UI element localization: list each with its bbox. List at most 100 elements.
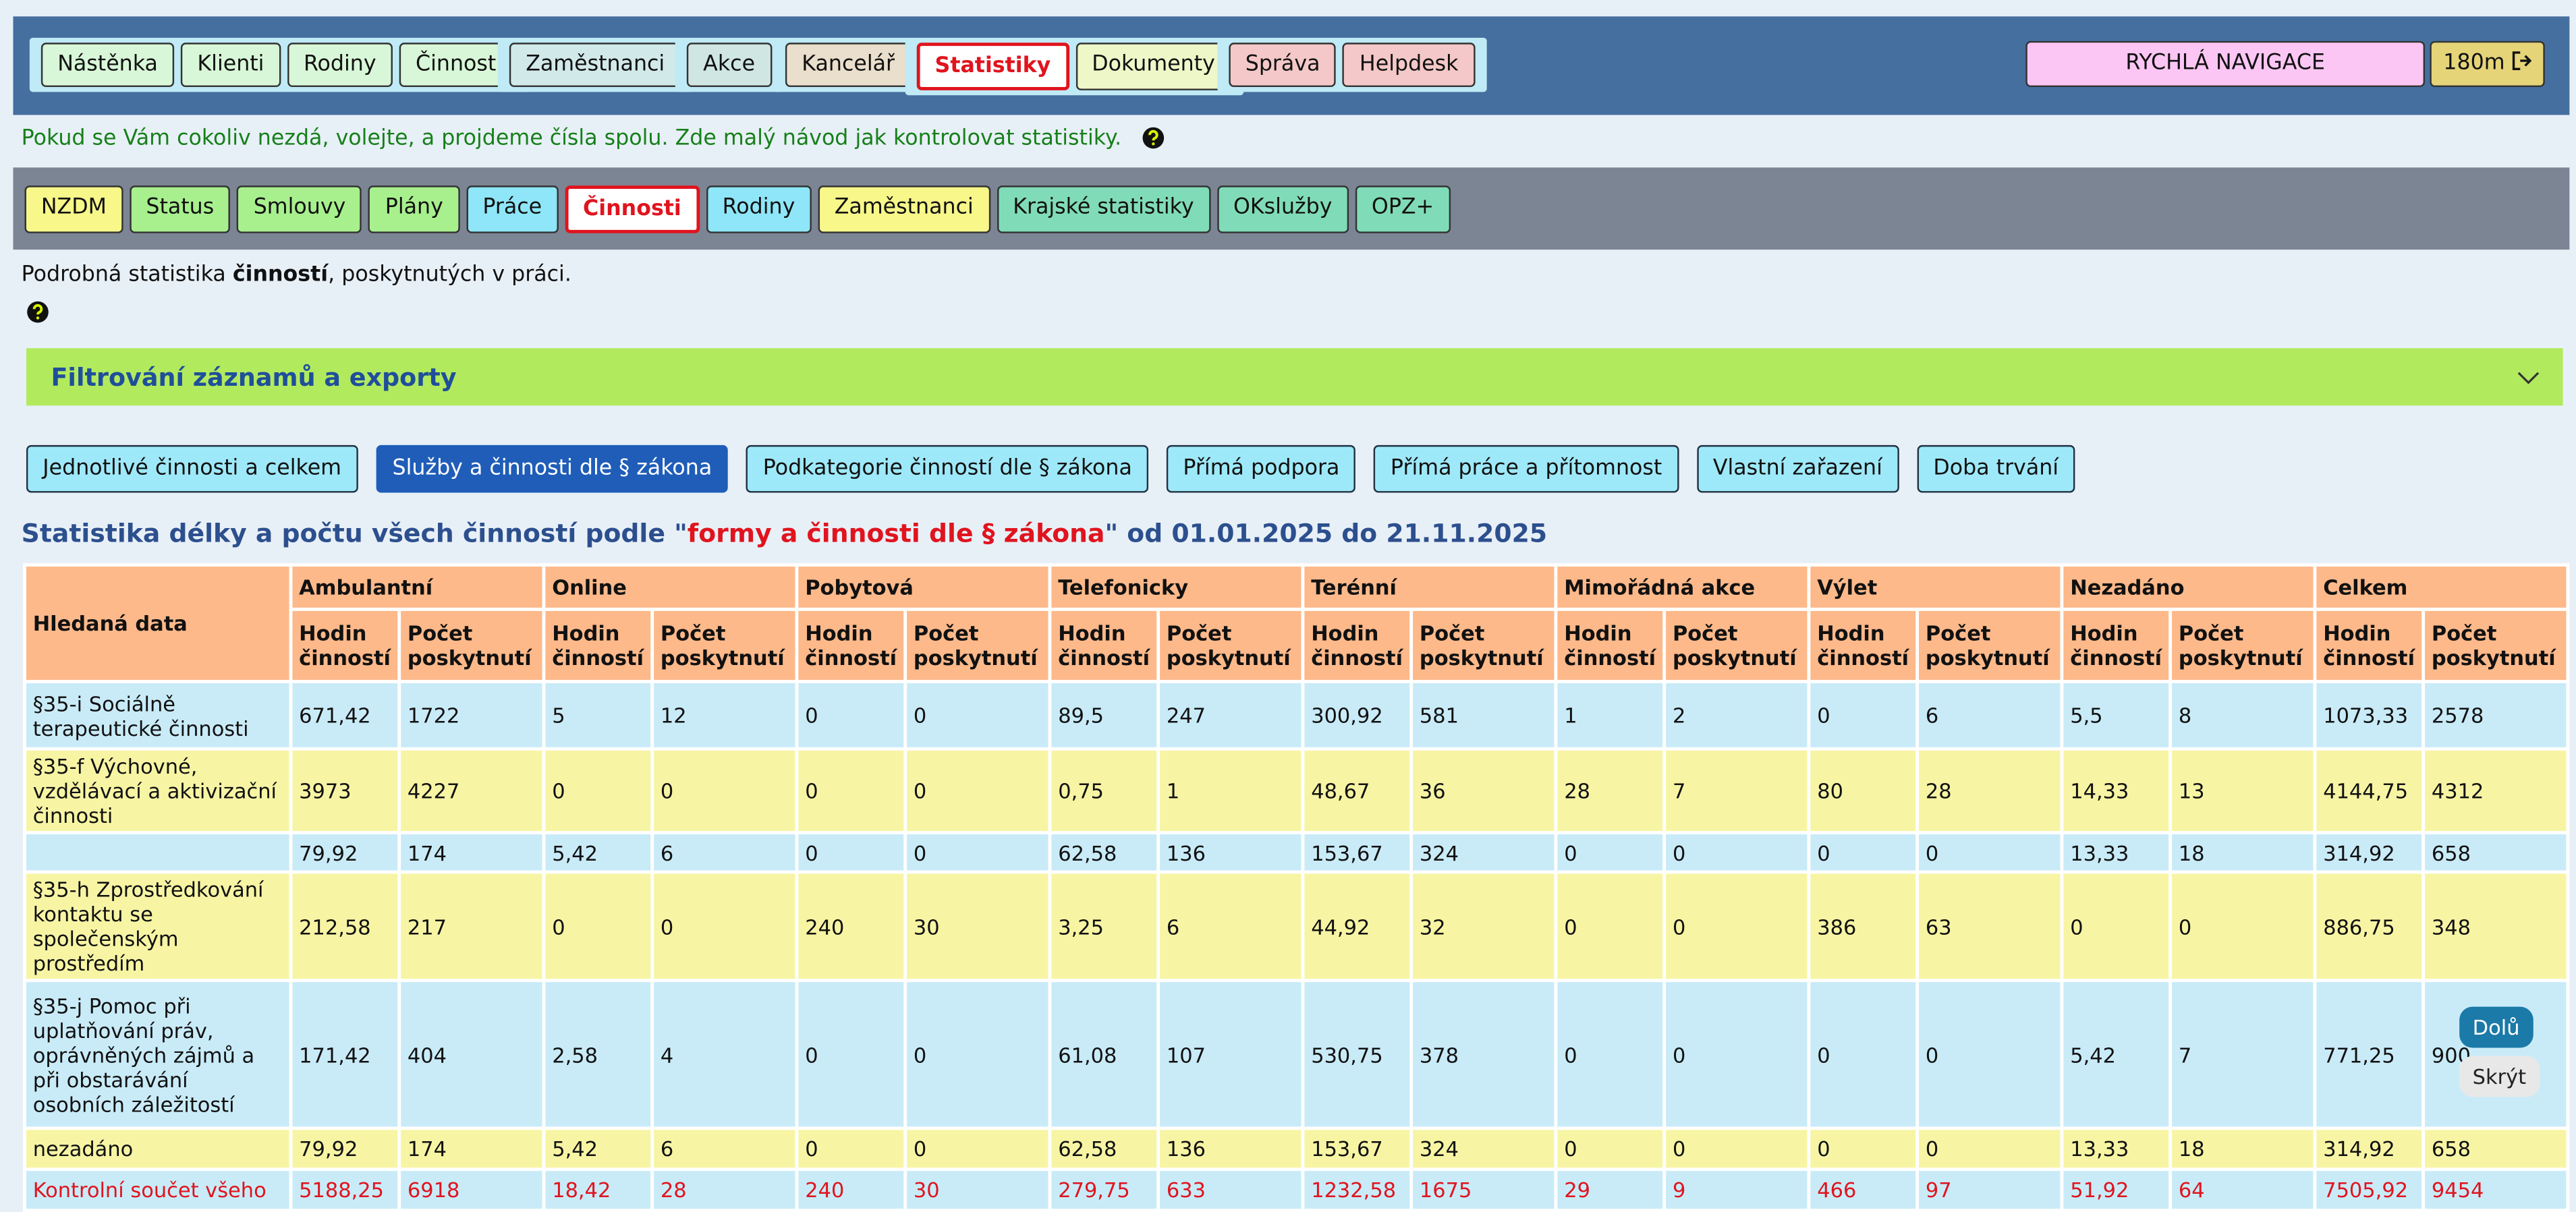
cell: 5,42 (544, 1128, 652, 1170)
row-label: §35-j Pomoc při uplatňování práv, oprávn… (25, 981, 291, 1128)
cell: 5,42 (544, 833, 652, 872)
subheader: Počet poskytnutí (652, 609, 797, 681)
subheader: Počet poskytnutí (1917, 609, 2062, 681)
cell: 79,92 (291, 833, 399, 872)
cell: 0 (1556, 833, 1664, 872)
heading-highlight: formy a činnosti dle § zákona (688, 519, 1105, 548)
cell: 6918 (399, 1170, 544, 1211)
quick-nav-button[interactable]: RYCHLÁ NAVIGACE (2025, 41, 2425, 87)
cell: 9454 (2424, 1170, 2568, 1211)
hide-button[interactable]: Skrýt (2459, 1056, 2539, 1097)
cell: 0 (652, 872, 797, 981)
tab[interactable]: Vlastní zařazení (1696, 445, 1899, 493)
subheader: Počet poskytnutí (399, 609, 544, 681)
cell: 314,92 (2315, 833, 2424, 872)
row-label: Kontrolní součet všeho (25, 1170, 291, 1211)
cell: 4 (652, 981, 797, 1128)
cell: 30 (905, 872, 1050, 981)
cell: 7 (1664, 749, 1809, 832)
cell: 0 (905, 981, 1050, 1128)
sub-nav-button[interactable]: Krajské statistiky (997, 185, 1210, 233)
nav-button[interactable]: Správa (1229, 42, 1336, 87)
cell: 0 (544, 749, 652, 832)
row-label: §35-f Výchovné, vzdělávací a aktivizační… (25, 749, 291, 832)
cell: 0 (544, 872, 652, 981)
logout-timer[interactable]: 180m (2430, 41, 2544, 87)
sub-nav-button[interactable]: Rodiny (706, 185, 811, 233)
nav-button[interactable]: Kancelář (785, 42, 911, 87)
sub-nav: NZDMStatusSmlouvyPlányPráceČinnostiRodin… (13, 167, 2569, 250)
data-row: §35-i Sociálně terapeutické činnosti671,… (25, 682, 2569, 749)
cell: 8 (2171, 682, 2315, 749)
subheader: Hodin činností (1809, 609, 1917, 681)
cell: 771,25 (2315, 981, 2424, 1128)
cell: 0 (1664, 872, 1809, 981)
row-label: nezadáno (25, 1128, 291, 1170)
sub-nav-button[interactable]: Plány (368, 185, 459, 233)
cell: 63 (1917, 872, 2062, 981)
cell: 9 (1664, 1170, 1809, 1211)
nav-button[interactable]: Helpdesk (1343, 42, 1475, 87)
cell: 6 (1917, 682, 2062, 749)
cell: 581 (1411, 682, 1556, 749)
cell: 0 (2062, 872, 2171, 981)
nav-group: Zaměstnanci (498, 38, 693, 92)
cell: 279,75 (1050, 1170, 1158, 1211)
cell: 2578 (2424, 682, 2568, 749)
heading-text: " od 01.01.2025 do 21.11.2025 (1104, 519, 1547, 548)
nav-button[interactable]: Statistiky (917, 42, 1069, 90)
cell: 530,75 (1303, 981, 1411, 1128)
cell: 0 (1917, 833, 2062, 872)
subheader: Počet poskytnutí (905, 609, 1050, 681)
cell: 4227 (399, 749, 544, 832)
cell: 240 (797, 872, 905, 981)
sub-nav-button[interactable]: OKslužby (1217, 185, 1349, 233)
nav-button[interactable]: Zaměstnanci (509, 42, 681, 87)
cell: 89,5 (1050, 682, 1158, 749)
cell: 633 (1158, 1170, 1303, 1211)
cell: 3973 (291, 749, 399, 832)
sub-nav-button[interactable]: Zaměstnanci (818, 185, 990, 233)
nav-button[interactable]: Klienti (181, 42, 281, 87)
tab[interactable]: Jednotlivé činnosti a celkem (26, 445, 358, 493)
tab[interactable]: Doba trvání (1917, 445, 2075, 493)
filter-panel[interactable]: Filtrování záznamů a exporty (26, 348, 2563, 405)
nav-button[interactable]: Rodiny (287, 42, 393, 87)
subheader: Hodin činností (1050, 609, 1158, 681)
cell: 13,33 (2062, 1128, 2171, 1170)
filter-title: Filtrování záznamů a exporty (51, 363, 456, 393)
nav-button[interactable]: Nástěnka (41, 42, 174, 87)
tab[interactable]: Podkategorie činností dle § zákona (746, 445, 1148, 493)
sub-nav-button[interactable]: Práce (466, 185, 559, 233)
help-icon[interactable] (1142, 126, 1165, 149)
group-header: Výlet (1809, 565, 2062, 610)
sub-nav-button[interactable]: NZDM (25, 185, 123, 233)
tab[interactable]: Přímá práce a přítomnost (1374, 445, 1679, 493)
nav-button[interactable]: Dokumenty (1075, 42, 1231, 90)
help-icon[interactable] (26, 301, 49, 324)
subheader: Počet poskytnutí (2171, 609, 2315, 681)
cell: 1 (1158, 749, 1303, 832)
tab[interactable]: Služby a činnosti dle § zákona (376, 445, 728, 493)
chevron (2517, 370, 2540, 386)
scroll-down-button[interactable]: Dolů (2459, 1007, 2533, 1048)
nav-button[interactable]: Akce (687, 42, 772, 87)
row-label (25, 833, 291, 872)
tab[interactable]: Přímá podpora (1167, 445, 1356, 493)
cell: 0 (2171, 872, 2315, 981)
cell: 0 (1809, 981, 1917, 1128)
cell: 18 (2171, 1128, 2315, 1170)
total-row: Kontrolní součet všeho5188,25691818,4228… (25, 1170, 2569, 1211)
cell: 80 (1809, 749, 1917, 832)
data-row: §35-f Výchovné, vzdělávací a aktivizační… (25, 749, 2569, 832)
cell: 0 (652, 749, 797, 832)
cell: 18,42 (544, 1170, 652, 1211)
cell: 51,92 (2062, 1170, 2171, 1211)
subheader: Hodin činností (1303, 609, 1411, 681)
sub-nav-button[interactable]: Činnosti (565, 185, 699, 233)
sub-nav-button[interactable]: Smlouvy (237, 185, 362, 233)
sub-nav-button[interactable]: OPZ+ (1355, 185, 1451, 233)
cell: 300,92 (1303, 682, 1411, 749)
sub-nav-button[interactable]: Status (130, 185, 231, 233)
cell: 0 (1664, 1128, 1809, 1170)
